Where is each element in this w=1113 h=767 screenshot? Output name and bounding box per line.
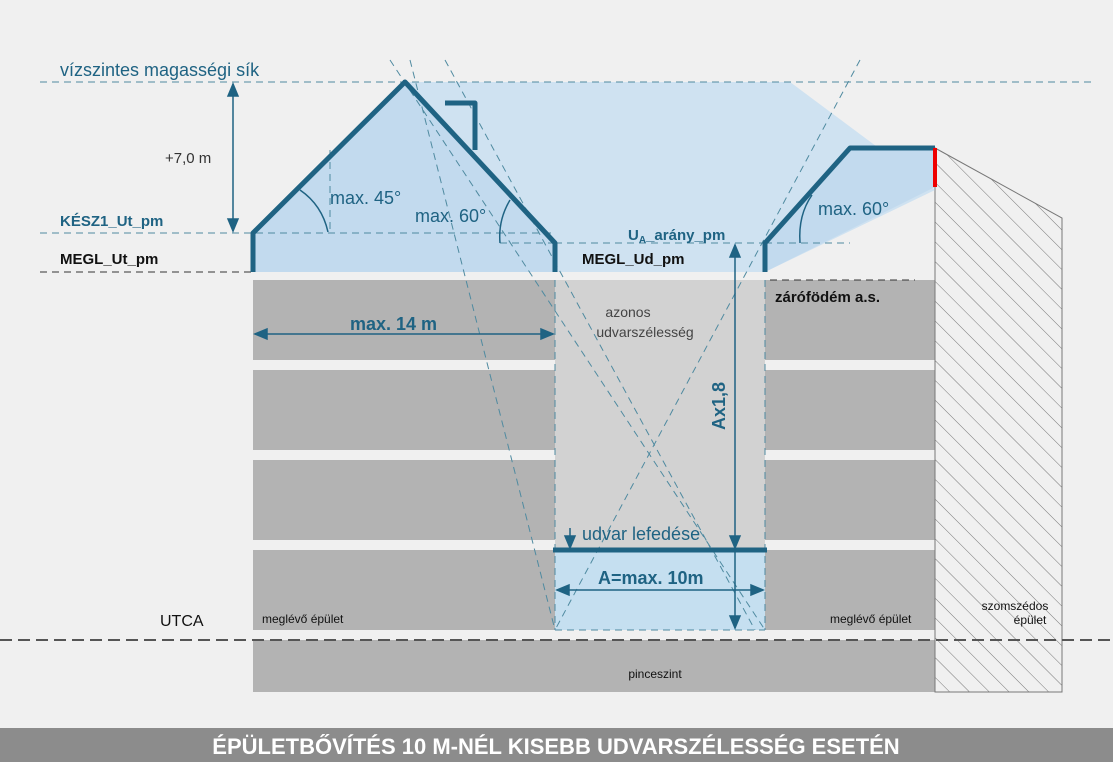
ua-label: UA_arány_pm (628, 227, 725, 246)
guides (40, 59, 1095, 631)
angle-label: max. 60° (818, 199, 889, 219)
angle-label: max. 60° (415, 206, 486, 226)
footer-bar (0, 728, 1113, 762)
same-width-label: udvarszélesség (596, 324, 693, 340)
ua-rest: _arány_pm (645, 227, 725, 244)
plane-label: vízszintes magasségi sík (60, 60, 260, 80)
udvar-label: udvar lefedése (582, 524, 700, 544)
megl-ud-label: MEGL_Ud_pm (582, 251, 685, 268)
same-width-label: azonos (605, 304, 650, 320)
dimensions (226, 82, 813, 630)
height-label: +7,0 m (165, 150, 211, 167)
hatch (935, 148, 1062, 692)
roof-outline (250, 79, 935, 553)
ua-main: U (628, 227, 639, 244)
roof-right (765, 148, 935, 272)
footer-title: ÉPÜLETBŐVÍTÉS 10 M-NÉL KISEBB UDVARSZÉLE… (212, 734, 899, 759)
basement-label: pinceszint (628, 667, 682, 681)
megl-ut-label: MEGL_Ut_pm (60, 251, 158, 268)
a-label: A=max. 10m (598, 568, 704, 588)
angle-label: max. 45° (330, 188, 401, 208)
width-label: max. 14 m (350, 314, 437, 334)
ax-label: Ax1,8 (709, 382, 729, 430)
neighbor-label: szomszédos (982, 599, 1049, 613)
kesz-label: KÉSZ1_Ut_pm (60, 213, 163, 230)
labels: vízszintes magasségi sík +7,0 m KÉSZ1_Ut… (60, 60, 1048, 681)
zarofodem-label: zárófödém a.s. (775, 289, 880, 306)
utca-label: UTCA (160, 613, 204, 630)
roof-left (253, 82, 555, 272)
existing-label: meglévő épület (830, 612, 912, 626)
neighbor-label: épület (1014, 613, 1047, 627)
ua-sub: A (639, 235, 646, 246)
existing-label: meglévő épület (262, 612, 344, 626)
